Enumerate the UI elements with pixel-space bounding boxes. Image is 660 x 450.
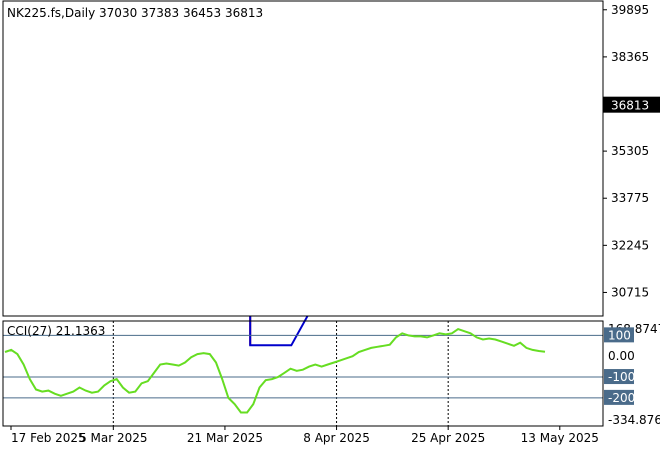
chart-header: NK225.fs,Daily 37030 37383 36453 36813 <box>7 6 263 20</box>
cci-header: CCI(27) 21.1363 <box>7 324 105 338</box>
y-tick-label: 38365 <box>611 50 649 64</box>
cci-level-label: -200 <box>608 391 635 405</box>
cci-level-badge <box>604 389 634 405</box>
cci-pane-frame <box>2 320 604 427</box>
x-tick-label: 21 Mar 2025 <box>187 431 263 445</box>
cci-level-badge <box>604 369 634 385</box>
x-tick-label: 8 Apr 2025 <box>303 431 370 445</box>
last-price-badge <box>603 96 660 113</box>
cci-axis-label: -334.8764 <box>608 413 660 427</box>
y-tick-label: 39895 <box>611 3 649 17</box>
x-tick-label: 25 Apr 2025 <box>411 431 485 445</box>
y-tick-label: 32245 <box>611 238 649 252</box>
cci-level-badge <box>604 327 634 343</box>
cci-level-label: 100 <box>608 328 631 342</box>
x-tick-label: 5 Mar 2025 <box>79 431 147 445</box>
y-tick-label: 33775 <box>611 191 649 205</box>
y-tick-label: 35305 <box>611 144 649 158</box>
cci-axis-label: 0.00 <box>608 349 635 363</box>
y-tick-label: 30715 <box>611 285 649 299</box>
cci-pane <box>3 321 603 426</box>
x-tick-label: 17 Feb 2025 <box>11 431 86 445</box>
cci-line <box>4 327 546 414</box>
x-tick-label: 13 May 2025 <box>521 431 599 445</box>
cci-level-label: -100 <box>608 370 635 384</box>
last-price-label: 36813 <box>611 99 649 113</box>
price-pane-frame <box>2 0 604 317</box>
